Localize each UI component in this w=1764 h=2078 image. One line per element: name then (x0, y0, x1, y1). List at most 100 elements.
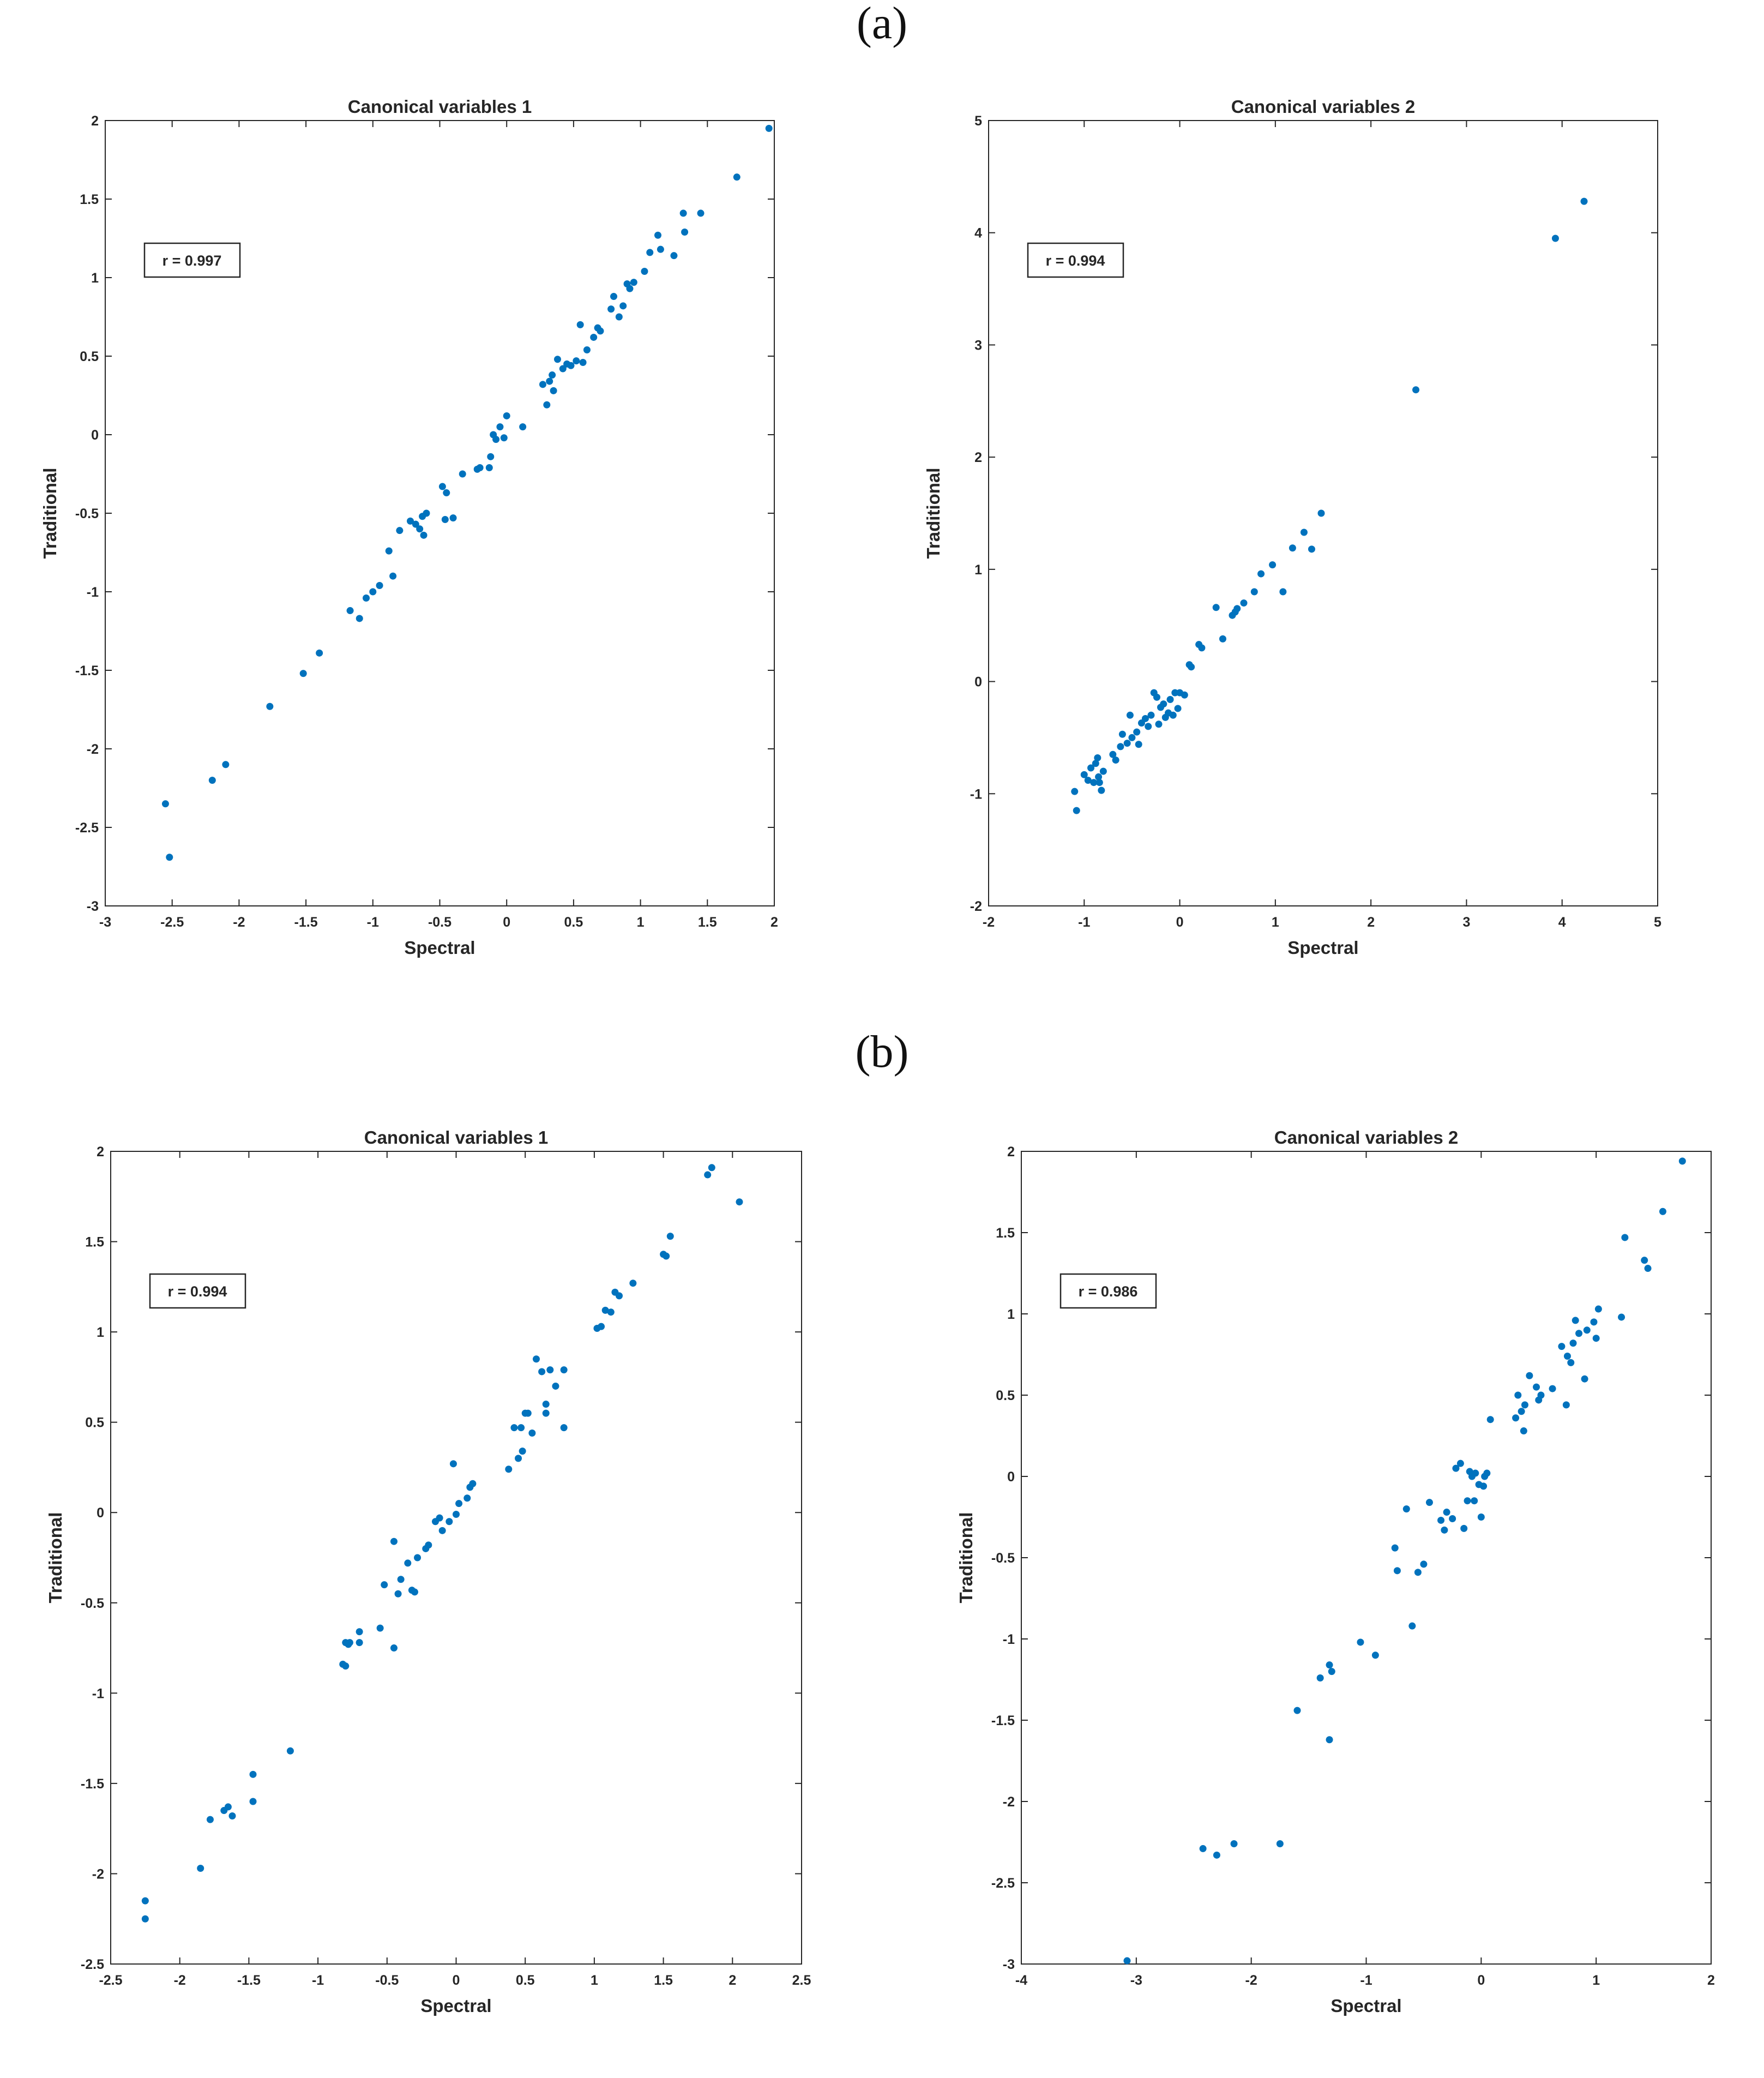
y-tick-label: -1 (87, 585, 99, 600)
data-point (416, 525, 424, 533)
data-point (443, 489, 450, 497)
data-point (1155, 720, 1163, 728)
data-point (1471, 1497, 1478, 1505)
data-point (1099, 767, 1107, 775)
data-point (1126, 711, 1134, 719)
data-point (657, 245, 664, 253)
data-point (222, 761, 230, 768)
x-tick-label: 1 (591, 1973, 598, 1988)
data-point (1472, 1469, 1479, 1477)
x-tick-label: -4 (1015, 1973, 1027, 1988)
data-point (1095, 779, 1103, 786)
data-point (549, 371, 556, 379)
data-point (1073, 807, 1080, 814)
data-point (249, 1770, 257, 1778)
data-point (316, 649, 323, 657)
data-point (436, 1514, 443, 1522)
data-point (1317, 509, 1325, 517)
data-point (411, 1588, 418, 1596)
data-point (590, 333, 598, 341)
data-point (1621, 1234, 1629, 1241)
data-point (1480, 1482, 1488, 1490)
data-point (449, 1460, 457, 1468)
data-point (453, 1511, 460, 1518)
data-point (376, 1624, 384, 1632)
data-point (583, 346, 591, 353)
data-point (567, 362, 575, 369)
data-point (546, 1366, 554, 1374)
y-axis-label: Traditional (956, 1512, 976, 1603)
data-point (1316, 1674, 1324, 1682)
y-tick-label: 0.5 (80, 349, 99, 364)
y-tick-label: -2 (1003, 1794, 1015, 1810)
y-tick-label: -1.5 (75, 663, 99, 678)
data-point (1391, 1544, 1399, 1552)
chart-title: Canonical variables 1 (348, 97, 532, 117)
data-point (1087, 764, 1095, 772)
data-point (1594, 1305, 1602, 1313)
data-point (438, 1527, 446, 1534)
data-point (208, 777, 216, 784)
data-point (412, 520, 419, 528)
x-tick-label: -2 (174, 1973, 186, 1988)
data-point (1328, 1668, 1335, 1675)
y-tick-label: 1 (974, 562, 982, 578)
data-point (1583, 1326, 1591, 1334)
correlation-annotation: r = 0.994 (1046, 253, 1105, 269)
data-point (1212, 604, 1220, 611)
data-point (394, 1590, 402, 1597)
data-point (485, 464, 493, 471)
data-point (1250, 588, 1258, 596)
data-point (1071, 788, 1079, 795)
data-point (1153, 693, 1161, 701)
data-point (524, 1409, 532, 1417)
data-point (449, 514, 457, 522)
x-tick-label: -0.5 (375, 1973, 399, 1988)
data-point (390, 1644, 398, 1652)
data-point (697, 209, 705, 217)
data-point (1279, 588, 1287, 596)
data-point (515, 1455, 522, 1462)
x-tick-label: 0 (1176, 915, 1184, 930)
data-point (579, 359, 587, 367)
data-point (496, 423, 504, 431)
data-point (546, 377, 553, 385)
x-tick-label: 0 (1477, 1973, 1485, 1988)
data-point (503, 412, 510, 419)
y-tick-label: 1 (91, 271, 99, 286)
y-tick-label: -2 (970, 899, 982, 914)
data-point (1166, 695, 1174, 703)
data-point (1357, 1638, 1364, 1646)
data-point (616, 1292, 623, 1300)
data-point (1213, 1851, 1220, 1859)
data-point (1460, 1524, 1468, 1532)
data-point (455, 1500, 463, 1508)
data-point (1293, 1707, 1301, 1714)
data-point (666, 1233, 674, 1240)
data-point (1123, 740, 1131, 747)
data-point (626, 285, 634, 292)
data-point (1456, 1460, 1464, 1467)
data-point (517, 1424, 525, 1432)
data-point (1123, 1957, 1131, 1965)
data-point (1257, 570, 1265, 578)
y-axis-label: Traditional (923, 468, 943, 559)
data-point (615, 313, 623, 321)
y-tick-label: -1 (970, 786, 982, 802)
data-point (1098, 786, 1105, 794)
data-point (381, 1581, 388, 1589)
data-point (1567, 1359, 1575, 1366)
data-point (560, 1366, 568, 1374)
data-point (1300, 528, 1308, 536)
data-point (463, 1494, 471, 1502)
data-point (1092, 760, 1099, 767)
data-point (1641, 1257, 1648, 1264)
data-point (765, 124, 773, 132)
data-point (385, 547, 393, 555)
data-point (1230, 1840, 1238, 1847)
data-point (553, 356, 561, 363)
x-tick-label: 2 (1707, 1973, 1715, 1988)
data-point (1198, 644, 1206, 652)
x-tick-label: 1.5 (698, 915, 717, 930)
x-tick-label: 0.5 (516, 1973, 535, 1988)
